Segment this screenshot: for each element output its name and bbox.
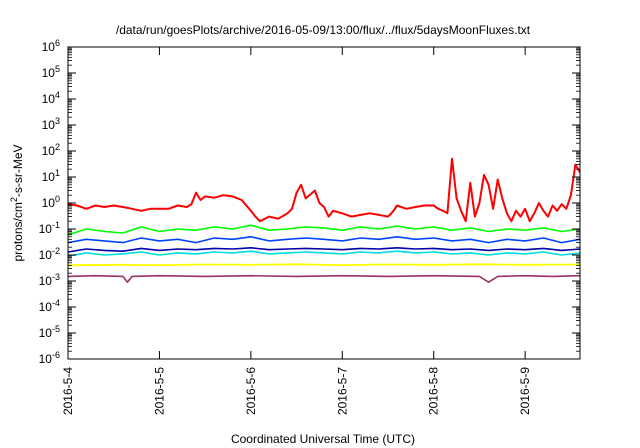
y-tick-label: 10-6 bbox=[39, 350, 60, 366]
y-tick-label: 104 bbox=[42, 90, 60, 106]
y-tick-label: 10-1 bbox=[39, 220, 60, 236]
y-tick-exponent: -5 bbox=[52, 324, 60, 334]
x-tick-label: 2016-5-7 bbox=[335, 367, 349, 415]
series-line-1 bbox=[67, 157, 581, 223]
y-tick-base: 10 bbox=[42, 170, 56, 184]
chart-title: /data/run/goesPlots/archive/2016-05-09/1… bbox=[116, 23, 531, 37]
series-line-5 bbox=[67, 247, 581, 253]
series-line-6 bbox=[67, 263, 581, 267]
y-tick-label: 10-4 bbox=[39, 298, 60, 314]
y-axis: 10610510410310210110010-110-210-310-410-… bbox=[39, 38, 580, 366]
y-tick-label: 10-2 bbox=[39, 246, 60, 262]
x-tick-label: 2016-5-6 bbox=[244, 367, 258, 415]
y-tick-exponent: 6 bbox=[55, 38, 60, 48]
y-tick-exponent: 3 bbox=[55, 116, 60, 126]
y-label-main: protons/cm bbox=[11, 202, 25, 261]
y-label-rest: -s-sr-MeV bbox=[11, 144, 25, 197]
y-tick-exponent: 5 bbox=[55, 64, 60, 74]
y-tick-exponent: -1 bbox=[52, 220, 60, 230]
y-tick-base: 10 bbox=[42, 66, 56, 80]
series-line-2 bbox=[67, 224, 581, 236]
y-tick-base: 10 bbox=[42, 196, 56, 210]
y-label-sup: 2 bbox=[9, 197, 19, 202]
y-tick-label: 10-3 bbox=[39, 272, 60, 288]
x-tick-label: 2016-5-5 bbox=[152, 367, 166, 415]
x-axis-label: Coordinated Universal Time (UTC) bbox=[231, 432, 415, 446]
y-tick-exponent: 0 bbox=[55, 194, 60, 204]
y-tick-exponent: 2 bbox=[55, 142, 60, 152]
y-tick-base: 10 bbox=[39, 248, 53, 262]
series-line-4 bbox=[67, 250, 581, 257]
y-tick-base: 10 bbox=[42, 144, 56, 158]
y-tick-label: 101 bbox=[42, 168, 60, 184]
y-tick-base: 10 bbox=[42, 118, 56, 132]
y-tick-label: 10-5 bbox=[39, 324, 60, 340]
x-axis: 2016-5-4 2016-5-5 2016-5-6 2016-5-7 2016-5-8… bbox=[61, 47, 532, 415]
y-tick-label: 100 bbox=[42, 194, 60, 210]
y-tick-label: 103 bbox=[42, 116, 60, 132]
series-line-7 bbox=[67, 274, 581, 284]
y-tick-exponent: -6 bbox=[52, 350, 60, 360]
y-tick-exponent: -2 bbox=[52, 246, 60, 256]
series-layer bbox=[67, 157, 581, 284]
y-tick-base: 10 bbox=[42, 40, 56, 54]
y-tick-base: 10 bbox=[39, 274, 53, 288]
series-line-3 bbox=[67, 236, 581, 244]
y-tick-label: 106 bbox=[42, 38, 60, 54]
y-tick-label: 102 bbox=[42, 142, 60, 158]
y-tick-base: 10 bbox=[39, 300, 53, 314]
y-axis-label: protons/cm2-s-sr-MeV bbox=[9, 144, 25, 261]
x-tick-label: 2016-5-8 bbox=[427, 367, 441, 415]
y-tick-exponent: 4 bbox=[55, 90, 60, 100]
y-tick-exponent: 1 bbox=[55, 168, 60, 178]
y-tick-base: 10 bbox=[39, 326, 53, 340]
y-tick-exponent: -3 bbox=[52, 272, 60, 282]
y-tick-base: 10 bbox=[42, 92, 56, 106]
y-tick-exponent: -4 bbox=[52, 298, 60, 308]
x-tick-label: 2016-5-9 bbox=[518, 367, 532, 415]
y-tick-base: 10 bbox=[39, 222, 53, 236]
x-tick-label: 2016-5-4 bbox=[61, 367, 75, 415]
y-tick-base: 10 bbox=[39, 352, 53, 366]
y-tick-label: 105 bbox=[42, 64, 60, 80]
